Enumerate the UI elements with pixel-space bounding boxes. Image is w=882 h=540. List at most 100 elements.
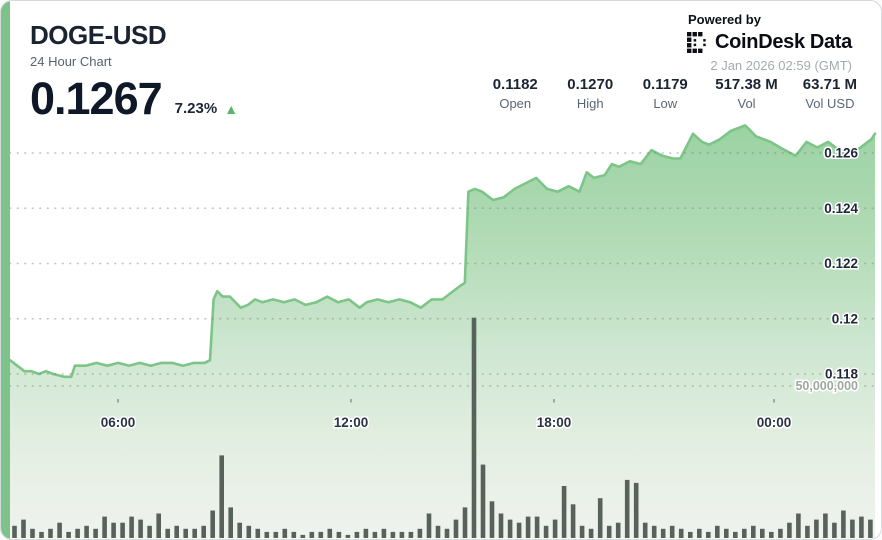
volume-bar [246,525,252,538]
volume-bar [39,531,44,538]
volume-bar [219,455,224,538]
volume-bar [273,531,279,538]
volume-bar [453,519,459,538]
volume-bar [742,528,747,538]
volume-bar [255,528,261,538]
volume-bar [399,531,405,538]
volume-bar [579,525,585,538]
volume-bar [688,531,693,538]
volume-bar [760,528,765,538]
x-axis-label: 00:00 [757,415,792,430]
volume-bar [516,522,522,538]
x-tick [773,399,775,403]
x-axis-label: 12:00 [334,415,369,430]
stat-value: 517.38 M [715,76,778,93]
volume-bar [57,522,62,538]
volume-bar [480,464,486,538]
chart-subtitle: 24 Hour Chart [30,54,112,69]
volume-bar [318,531,324,538]
volume-bar [66,531,71,538]
volume-bar [678,528,684,538]
volume-bar [724,528,729,538]
volume-bar [669,525,675,538]
header-left: DOGE-USD 24 Hour Chart 0.1267 7.23% ▲ [30,20,239,121]
volume-bar [300,534,306,538]
volume-bar [552,519,558,538]
volume-bar [372,531,378,538]
volume-bar [291,531,297,538]
volume-bar [48,528,53,538]
volume-bar [823,513,828,538]
volume-bar [156,513,161,538]
volume-bar [282,528,288,538]
stat-label: Vol [737,96,756,111]
y-axis-label: 0.118 [825,367,859,382]
stat-value: 0.1270 [567,76,614,93]
volume-bar [624,479,630,538]
stat-label: Vol USD [805,96,855,111]
volume-bar [814,519,819,538]
volume-bar [417,528,423,538]
volume-bar [192,528,197,538]
volume-bar [138,519,143,538]
volume-bar [778,528,783,538]
volume-bar [165,528,170,538]
stat-value: 0.1179 [642,76,688,93]
volume-bar [751,525,756,538]
accent-stripe [1,1,10,539]
page-title: DOGE-USD [30,20,167,50]
volume-bar [201,525,206,538]
volume-bar [706,531,711,538]
volume-bar [525,516,531,538]
volume-bar [345,534,351,538]
volume-bar [859,516,864,538]
volume-bar [507,519,513,538]
volume-bar [183,528,188,538]
volume-bar [363,528,369,538]
volume-bar [543,525,549,538]
volume-bar [228,507,233,538]
volume-bar [642,522,648,538]
stats-row: 0.1182 Open 0.1270 High 0.1179 Low 517.3… [465,76,857,111]
price-row: 0.1267 7.23% ▲ [30,76,239,121]
volume-bar [264,531,270,538]
header-right: Powered by CoinDesk Data 2 Jan 2 [686,12,852,73]
volume-bar [327,528,333,538]
brand-secondary: Data [809,31,852,53]
stat-vol-usd: 63.71 M Vol USD [803,76,857,111]
price-line [8,124,877,379]
volume-bar [102,516,107,538]
volume-bar [841,510,846,538]
volume-bar [588,528,594,538]
up-triangle-icon: ▲ [224,100,239,117]
volume-bar [381,528,387,538]
change-percent: 7.23% [174,100,218,118]
y-axis-label: 0.124 [824,201,858,216]
x-tick [553,399,555,403]
volume-bar [715,525,720,538]
volume-bar [309,531,315,538]
volume-bar [21,519,26,538]
stat-value: 0.1182 [492,76,538,93]
volume-bar [408,531,414,538]
volume-bar [570,504,576,538]
volume-bar [787,522,792,538]
volume-bar [606,525,612,538]
volume-bar [769,531,774,538]
volume-bar [390,531,396,538]
volume-bar [210,510,215,538]
powered-by-label: Powered by [687,12,761,27]
volume-bar [832,522,837,538]
stat-label: High [576,96,604,111]
volume-bar [868,519,873,538]
volume-bar [489,501,495,538]
volume-bar [561,486,567,538]
coindesk-data-logo[interactable]: CoinDesk Data [686,31,852,54]
volume-axis-label: 50,000,000 [795,379,858,393]
volume-bar [12,525,17,538]
volume-bar [435,525,441,538]
volume-bar [534,516,540,538]
y-axis-label: 0.122 [824,256,858,271]
